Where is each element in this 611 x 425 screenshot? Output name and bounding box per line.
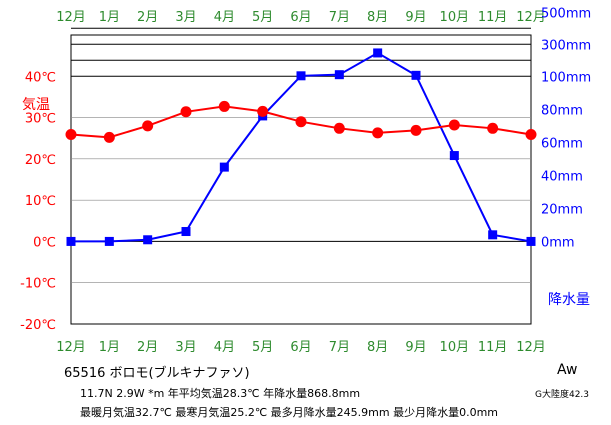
precipitation-point — [526, 236, 536, 246]
precip-tick-label: 40mm — [541, 169, 583, 184]
temperature-tick-label: 30℃ — [25, 112, 56, 127]
precip-tick-label: 300mm — [541, 38, 591, 53]
precipitation-point — [143, 235, 153, 245]
temperature-point — [448, 119, 460, 131]
month-label-bottom: 10月 — [440, 340, 470, 355]
precipitation-point — [296, 71, 306, 81]
temperature-tick-label: 0℃ — [33, 235, 56, 250]
month-label-bottom: 8月 — [367, 340, 388, 355]
station-extremes: 最暖月気温32.7℃ 最寒月気温25.2℃ 最多月降水量245.9mm 最少月降… — [80, 406, 499, 419]
month-label-bottom: 3月 — [175, 340, 196, 355]
temperature-tick-label: 40℃ — [25, 70, 56, 85]
month-label-bottom: 11月 — [478, 340, 508, 355]
precip-tick-label: 20mm — [541, 202, 583, 217]
temperature-point — [295, 116, 307, 128]
month-label-bottom: 12月 — [516, 340, 546, 355]
precipitation-point — [373, 48, 383, 58]
station-stats: 11.7N 2.9W *m 年平均気温28.3℃ 年降水量868.8mm — [80, 387, 361, 400]
month-label-bottom: 1月 — [99, 340, 120, 355]
month-label-top: 5月 — [252, 10, 273, 25]
month-label-bottom: 5月 — [252, 340, 273, 355]
temperature-point — [103, 131, 115, 143]
climate-class: Aw — [557, 362, 578, 378]
month-label-top: 12月 — [516, 10, 546, 25]
month-label-bottom: 6月 — [290, 340, 311, 355]
precipitation-point — [449, 151, 459, 161]
month-label-top: 12月 — [56, 10, 86, 25]
temperature-point — [218, 100, 230, 112]
precipitation-line — [71, 51, 532, 243]
precipitation-point — [104, 236, 114, 246]
temperature-point — [142, 120, 154, 132]
precipitation-point — [66, 236, 76, 246]
precip-tick-label: 80mm — [541, 103, 583, 118]
month-label-bottom: 12月 — [56, 340, 86, 355]
month-label-top: 4月 — [214, 10, 235, 25]
month-label-top: 3月 — [175, 10, 196, 25]
precipitation-point — [411, 70, 421, 80]
temperature-point — [487, 122, 499, 134]
precipitation-point — [488, 230, 498, 240]
precip-tick-label: 60mm — [541, 136, 583, 151]
temperature-point — [65, 128, 77, 140]
month-label-top: 8月 — [367, 10, 388, 25]
month-label-bottom: 7月 — [329, 340, 350, 355]
month-label-bottom: 9月 — [405, 340, 426, 355]
precipitation-point — [181, 227, 191, 237]
temperature-tick-label: 20℃ — [25, 153, 56, 168]
month-label-bottom: 2月 — [137, 340, 158, 355]
month-label-top: 11月 — [478, 10, 508, 25]
plot-frame — [70, 34, 532, 325]
month-label-top: 2月 — [137, 10, 158, 25]
continentality: G大陸度42.3 — [535, 390, 590, 400]
precip-tick-label: 100mm — [541, 70, 591, 85]
month-label-top: 9月 — [405, 10, 426, 25]
precip-tick-label: 0mm — [541, 235, 575, 250]
temperature-tick-label: 10℃ — [25, 194, 56, 209]
precipitation-point — [219, 162, 229, 172]
temperature-point — [180, 106, 192, 118]
temperature-point — [410, 124, 422, 136]
precipitation-point — [334, 70, 344, 80]
month-label-bottom: 4月 — [214, 340, 235, 355]
temperature-point — [333, 122, 345, 134]
station-name: 65516 ボロモ(ブルキナファソ) — [64, 366, 250, 381]
temperature-axis-label: 気温 — [22, 97, 50, 113]
temperature-point — [257, 105, 269, 117]
temperature-point — [525, 128, 537, 140]
temperature-point — [372, 127, 384, 139]
month-label-top: 6月 — [290, 10, 311, 25]
month-label-top: 10月 — [440, 10, 470, 25]
month-label-top: 1月 — [99, 10, 120, 25]
month-label-top: 7月 — [329, 10, 350, 25]
temperature-tick-label: -20℃ — [20, 318, 56, 333]
temperature-tick-label: -10℃ — [20, 277, 56, 292]
precipitation-axis-label: 降水量 — [548, 292, 590, 308]
precip-tick-label: 500mm — [541, 6, 591, 21]
